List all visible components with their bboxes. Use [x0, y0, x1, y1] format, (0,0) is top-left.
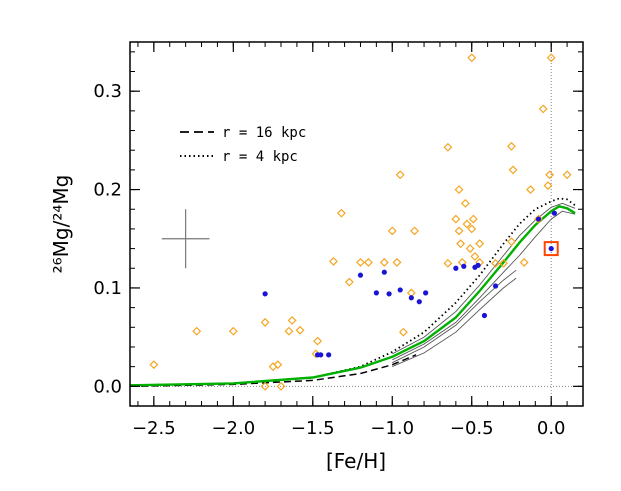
diamond-point: [454, 185, 464, 195]
model-line-thin-1: [392, 269, 517, 364]
legend-label-4kpc: r = 4 kpc: [222, 149, 298, 165]
dot-point: [386, 291, 392, 297]
dot-point: [453, 265, 459, 271]
square-point: [543, 241, 559, 257]
diamond-point: [284, 326, 294, 336]
x-tick-label: −1.0: [370, 418, 414, 439]
dot-point: [373, 290, 379, 296]
legend-label-16kpc: r = 16 kpc: [222, 125, 306, 141]
error-bar: [161, 209, 210, 269]
model-line-green: [129, 205, 576, 387]
diamond-point: [470, 252, 480, 261]
model-line-16kpc: [129, 354, 417, 388]
dot-point: [262, 291, 268, 297]
x-tick-label: 0.0: [537, 418, 566, 439]
diamond-point: [395, 170, 405, 180]
diamond-point: [491, 258, 501, 268]
dot-point: [408, 295, 414, 301]
y-tick-label: 0.1: [93, 278, 122, 299]
x-tick-label: −2.5: [132, 418, 176, 439]
plot-frame: [129, 41, 584, 407]
diamond-point: [526, 185, 535, 195]
dot-point: [475, 262, 481, 268]
diamond-point: [392, 257, 402, 267]
ticks: −2.5 −2.0 −1.5 −1.0 −0.5 0.0 0.0 0.1 0.2 0.3: [93, 42, 584, 439]
diamond-point: [287, 315, 297, 325]
diamond-point: [508, 165, 518, 175]
diamond-point: [546, 53, 556, 63]
diamond-point: [295, 325, 305, 335]
diamond-point: [451, 214, 461, 224]
x-tick-label: −1.5: [291, 418, 335, 439]
dot-point: [357, 272, 364, 278]
diamond-point: [443, 258, 453, 268]
diamond-point: [467, 53, 477, 63]
dot-point: [548, 245, 554, 252]
diamond-point: [475, 239, 485, 249]
diamond-point: [468, 214, 478, 224]
y-axis-title: ²⁶Mg/²⁴Mg: [49, 175, 73, 274]
data-points: [149, 53, 572, 391]
diamond-point: [545, 170, 555, 180]
x-axis-title: [Fe/H]: [326, 449, 386, 473]
dot-point: [326, 352, 332, 358]
diamond-point: [356, 257, 365, 267]
diamond-point: [462, 219, 472, 229]
diamond-point: [562, 170, 572, 180]
diamond-point: [228, 326, 238, 336]
model-curves: [129, 197, 576, 388]
diamond-point: [507, 141, 516, 151]
dot-point: [492, 283, 499, 289]
model-line-thin-2: [392, 210, 576, 361]
diamond-point: [344, 277, 354, 287]
diamond-point: [276, 381, 286, 391]
diamond-point: [313, 336, 323, 346]
diamond-point: [456, 239, 466, 249]
diamond-point: [460, 198, 470, 208]
diamond-point: [363, 257, 373, 267]
model-line-thin-0: [392, 277, 517, 368]
legend: r = 16 kpc r = 4 kpc: [180, 125, 306, 165]
diamond-point: [507, 237, 516, 247]
dot-point: [381, 269, 387, 275]
diamond-point: [149, 360, 159, 370]
dot-point: [318, 352, 324, 358]
y-tick-label: 0.3: [93, 81, 122, 102]
diamond-point: [534, 214, 543, 224]
diamond-point: [387, 226, 397, 236]
x-tick-label: −0.5: [450, 418, 494, 439]
y-tick-label: 0.0: [93, 376, 122, 397]
diamond-point: [499, 258, 508, 268]
dot-point: [551, 210, 557, 216]
dot-point: [535, 216, 542, 222]
diamond-point: [467, 224, 477, 234]
diamond-point: [465, 244, 475, 254]
reference-lines: [130, 42, 583, 406]
dot-point: [461, 263, 467, 269]
model-line-thin-3: [392, 202, 576, 355]
diamond-point: [410, 226, 419, 236]
axes: [129, 41, 584, 407]
diamond-point: [443, 142, 453, 152]
diamond-point: [538, 104, 548, 114]
diamond-point: [379, 257, 389, 267]
diamond-point: [454, 226, 464, 236]
diamond-point: [329, 256, 338, 266]
diamond-point: [543, 181, 553, 191]
dot-point: [481, 312, 488, 319]
diamond-point: [519, 257, 529, 267]
diamond-point: [260, 317, 270, 327]
diamond-point: [192, 326, 202, 336]
diamond-point: [336, 208, 346, 218]
x-tick-label: −2.0: [211, 418, 255, 439]
dot-point: [416, 299, 422, 305]
dot-point: [397, 287, 403, 293]
diamond-point: [398, 327, 408, 337]
y-tick-label: 0.2: [93, 180, 122, 201]
model-line-4kpc: [129, 197, 576, 387]
diamond-point: [273, 360, 283, 370]
dot-point: [423, 290, 429, 296]
diamond-point: [260, 381, 270, 391]
